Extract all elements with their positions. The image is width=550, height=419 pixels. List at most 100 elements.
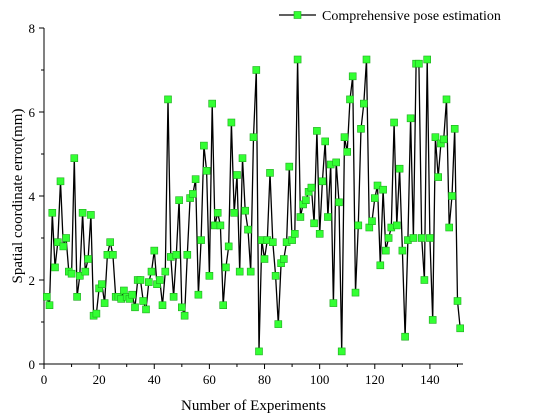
data-point bbox=[329, 299, 338, 307]
x-axis-ticks: 0 20 40 60 80 100 120 140 bbox=[41, 364, 458, 387]
data-point bbox=[346, 95, 354, 104]
data-point bbox=[62, 234, 70, 242]
data-point bbox=[450, 125, 459, 133]
x-tick-label: 80 bbox=[258, 372, 271, 387]
data-point bbox=[59, 242, 68, 251]
data-point bbox=[233, 171, 241, 179]
data-point bbox=[321, 137, 330, 146]
data-point bbox=[362, 55, 371, 64]
data-point bbox=[56, 177, 65, 186]
data-point bbox=[161, 267, 170, 276]
data-point bbox=[302, 196, 310, 204]
data-point bbox=[365, 223, 374, 232]
data-point bbox=[381, 246, 390, 255]
data-point bbox=[310, 219, 318, 228]
data-point bbox=[296, 213, 305, 221]
x-tick-label: 140 bbox=[420, 372, 440, 387]
data-point bbox=[279, 255, 288, 263]
data-point bbox=[244, 225, 252, 234]
data-point bbox=[202, 167, 211, 175]
data-point bbox=[45, 301, 54, 310]
data-point bbox=[131, 303, 139, 312]
data-point bbox=[213, 209, 222, 217]
data-point bbox=[200, 141, 208, 150]
data-point bbox=[48, 209, 57, 217]
data-point bbox=[439, 135, 448, 144]
data-point bbox=[51, 263, 59, 272]
y-tick-label: 2 bbox=[29, 273, 36, 288]
data-point bbox=[172, 251, 181, 259]
data-point bbox=[216, 221, 225, 230]
data-point bbox=[241, 206, 249, 215]
data-point bbox=[448, 192, 456, 200]
x-tick-label: 40 bbox=[148, 372, 161, 387]
data-point bbox=[222, 263, 230, 272]
data-point bbox=[169, 292, 178, 301]
data-point bbox=[70, 154, 79, 162]
data-point bbox=[343, 148, 352, 156]
data-point bbox=[249, 133, 258, 141]
y-axis-ticks: 0 2 4 6 8 bbox=[29, 21, 44, 372]
data-point bbox=[379, 185, 387, 194]
data-point bbox=[180, 311, 189, 320]
data-point bbox=[268, 238, 277, 246]
data-point bbox=[145, 278, 153, 286]
data-point bbox=[205, 271, 214, 280]
data-point bbox=[246, 267, 255, 276]
data-point bbox=[359, 99, 368, 108]
data-point bbox=[318, 177, 327, 186]
data-point bbox=[42, 292, 51, 301]
data-point bbox=[156, 276, 164, 284]
data-point bbox=[78, 209, 87, 217]
data-point bbox=[406, 114, 415, 123]
data-point bbox=[376, 261, 385, 270]
y-tick-label: 0 bbox=[29, 357, 36, 372]
data-point bbox=[340, 133, 349, 141]
data-point bbox=[84, 255, 92, 263]
data-point bbox=[390, 118, 398, 127]
data-point bbox=[224, 242, 233, 251]
data-point bbox=[266, 169, 274, 177]
data-point bbox=[351, 288, 360, 297]
data-point bbox=[445, 223, 454, 232]
data-point bbox=[53, 238, 62, 246]
data-point bbox=[76, 271, 84, 280]
data-point bbox=[67, 269, 76, 278]
data-point bbox=[348, 72, 357, 81]
data-point bbox=[255, 347, 263, 356]
x-tick-label: 120 bbox=[365, 372, 385, 387]
data-point bbox=[164, 95, 172, 104]
data-point bbox=[456, 324, 465, 333]
data-point bbox=[150, 246, 159, 255]
data-point bbox=[370, 194, 379, 202]
y-tick-label: 4 bbox=[29, 189, 36, 204]
data-point bbox=[230, 209, 238, 217]
data-point bbox=[290, 230, 299, 238]
data-point bbox=[274, 320, 283, 328]
data-point bbox=[252, 66, 261, 74]
data-point bbox=[335, 198, 343, 207]
data-point bbox=[87, 211, 95, 219]
data-point bbox=[106, 238, 114, 246]
data-point bbox=[128, 290, 136, 299]
data-point bbox=[238, 154, 247, 162]
data-point bbox=[332, 158, 341, 167]
data-point bbox=[313, 127, 321, 135]
data-point bbox=[98, 280, 106, 289]
legend-label: Comprehensive pose estimation bbox=[322, 9, 501, 24]
data-point bbox=[73, 292, 81, 301]
data-point bbox=[373, 181, 382, 190]
data-point bbox=[392, 221, 401, 230]
data-point bbox=[139, 297, 147, 305]
data-point bbox=[417, 234, 426, 242]
data-point bbox=[315, 230, 324, 238]
data-point bbox=[354, 221, 363, 230]
data-point bbox=[271, 271, 280, 280]
data-point bbox=[453, 297, 462, 305]
data-point bbox=[307, 183, 316, 192]
x-axis-title: Number of Experiments bbox=[181, 398, 326, 414]
data-point bbox=[136, 276, 145, 284]
data-point bbox=[191, 175, 200, 183]
data-point bbox=[293, 55, 302, 64]
